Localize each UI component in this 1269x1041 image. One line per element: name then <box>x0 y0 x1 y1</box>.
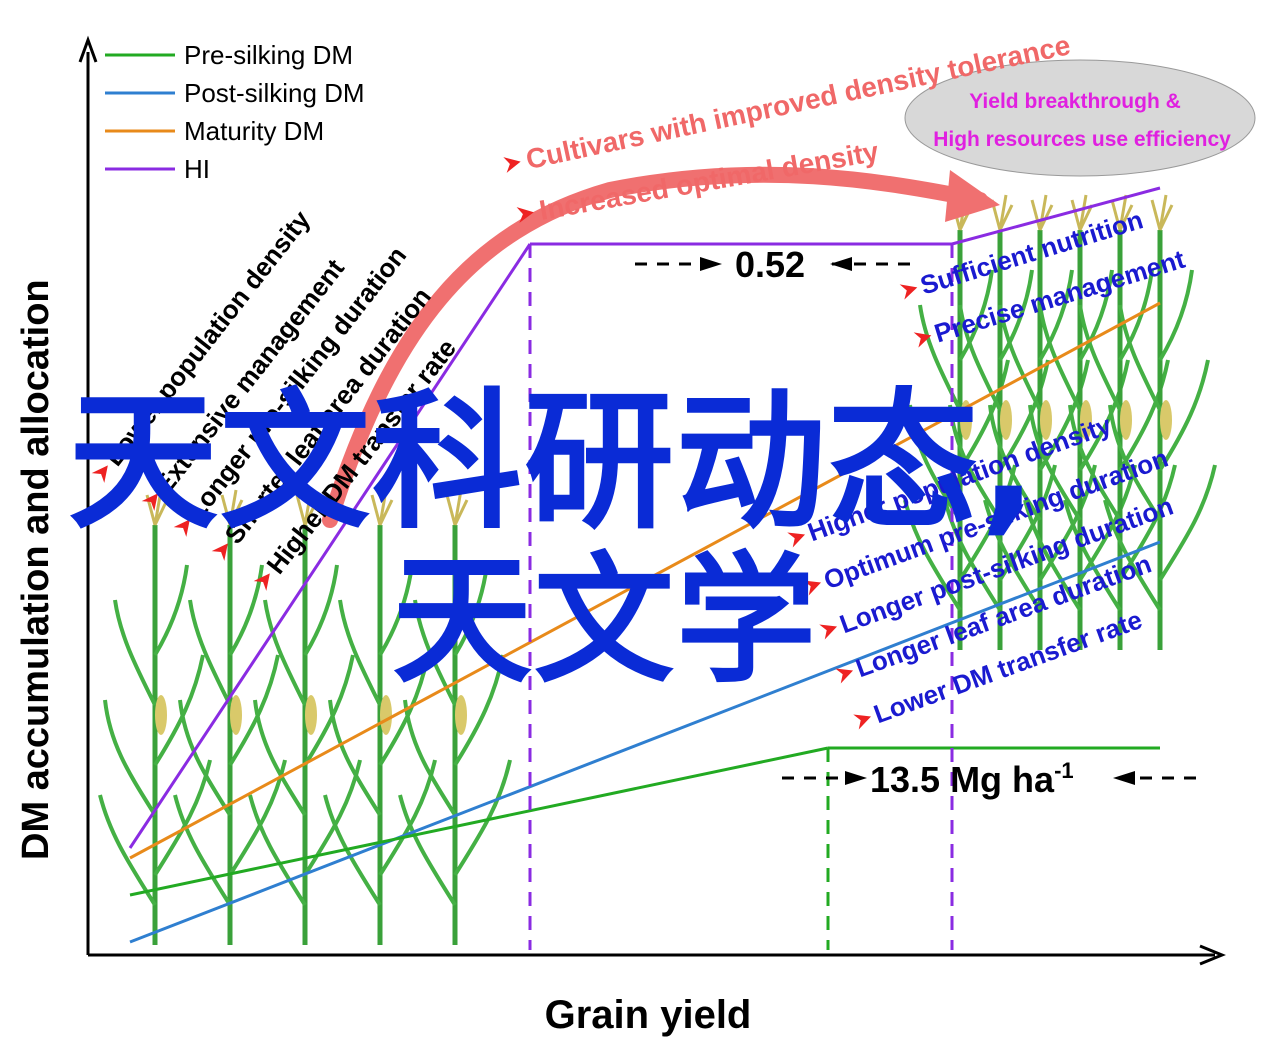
big-curved-arrow <box>322 166 988 528</box>
series-pre-silking-line-1 <box>129 746 829 897</box>
big-arrow-head <box>945 170 1000 222</box>
bullet-arrow-left-3 <box>173 519 190 537</box>
ellipse-line-1: Yield breakthrough & <box>969 90 1181 113</box>
yield-value-sup: -1 <box>1054 758 1074 783</box>
x-axis-label: Grain yield <box>545 993 752 1037</box>
bullet-arrow-curve1 <box>503 157 521 173</box>
yield-ellipse <box>904 59 1256 177</box>
yield-value-marker: 13.5 Mg ha-1 <box>782 758 1198 800</box>
legend-label-pre-silking: Pre-silking DM <box>184 40 353 70</box>
bullet-arrow-left-2 <box>141 493 158 511</box>
bullet-arrow-left-4 <box>211 543 228 561</box>
series-hi-line-left <box>128 243 532 849</box>
legend-label-maturity: Maturity DM <box>184 116 324 146</box>
hi-value: 0.52 <box>735 244 805 285</box>
axes <box>78 35 1226 966</box>
maize-plants-left <box>100 490 510 945</box>
bullet-arrow-right-1 <box>787 532 806 548</box>
bullet-arrow-right-2 <box>803 580 822 596</box>
bullet-arrow-curve2 <box>516 207 534 223</box>
series-post-silking-line <box>129 540 1161 944</box>
yield-value-main: 13.5 Mg ha <box>870 759 1055 800</box>
bullet-arrow-right-top-2 <box>913 332 932 348</box>
series-maturity-line <box>129 301 1161 860</box>
legend-label-hi: HI <box>184 154 210 184</box>
ellipse-line-2: High resources use efficiency <box>933 128 1231 151</box>
bullet-arrow-right-top-1 <box>899 284 918 300</box>
bullet-arrow-left-1 <box>91 465 108 483</box>
bullet-arrow-right-3 <box>819 624 838 640</box>
legend-label-post-silking: Post-silking DM <box>184 78 365 108</box>
hi-value-marker: 0.52 <box>635 244 910 285</box>
y-axis-label: DM accumulation and allocation <box>15 279 57 860</box>
bullet-arrow-left-5 <box>253 573 270 591</box>
bullet-arrow-right-4 <box>835 668 854 684</box>
yield-value: 13.5 Mg ha-1 <box>870 758 1074 800</box>
legend: Pre-silking DM Post-silking DM Maturity … <box>105 40 365 184</box>
bullet-arrow-right-5 <box>853 714 872 730</box>
series-hi-line-right <box>951 186 1161 246</box>
